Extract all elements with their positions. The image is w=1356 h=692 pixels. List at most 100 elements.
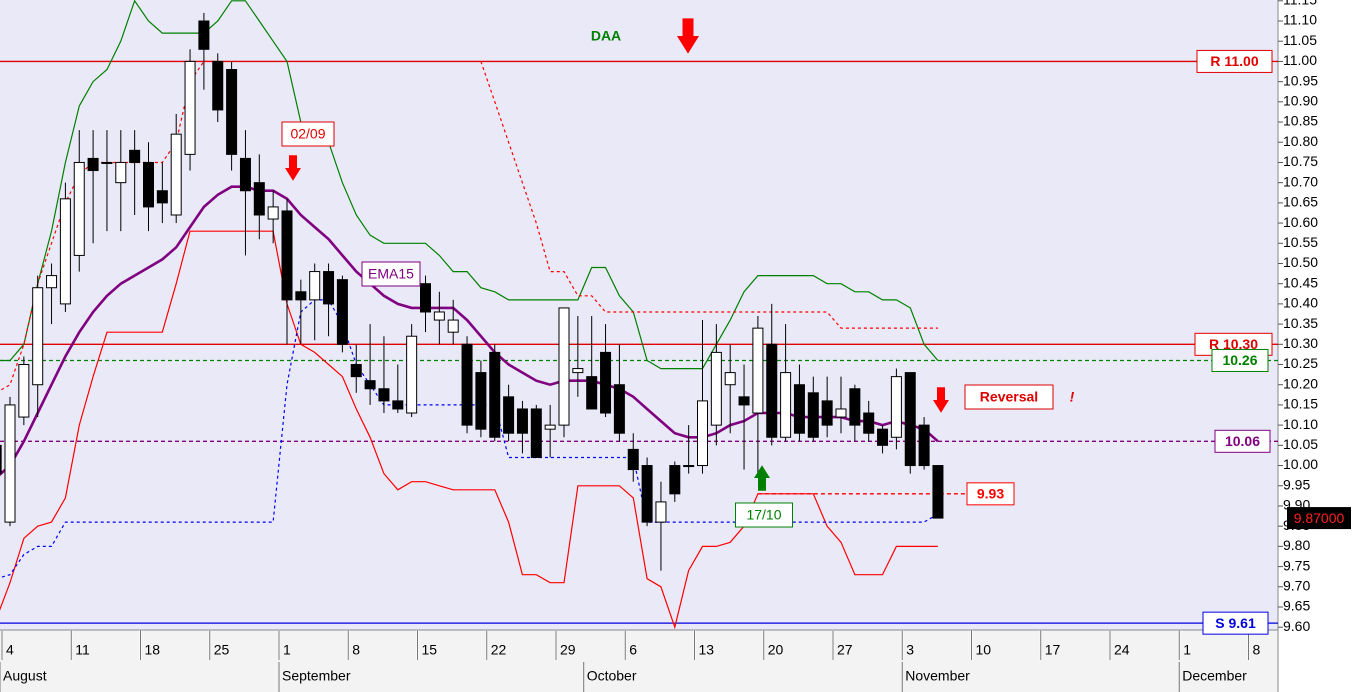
y-tick-label: 9.70: [1283, 577, 1310, 593]
x-tick-label: 27: [837, 642, 853, 658]
level-box: [1202, 611, 1269, 635]
candle-body: [46, 275, 58, 289]
y-tick-label: 11.15: [1283, 0, 1317, 8]
y-tick-label: 9.80: [1283, 537, 1310, 553]
candle-body: [655, 501, 667, 523]
y-tick-label: 11.00: [1283, 52, 1317, 68]
level-box: [1196, 49, 1273, 73]
x-tick-label: 8: [1253, 642, 1261, 658]
y-tick-label: 9.60: [1283, 618, 1310, 634]
candle-body: [73, 161, 85, 256]
y-tick-label: 10.40: [1283, 295, 1318, 311]
y-tick-label: 9.95: [1283, 476, 1310, 492]
y-tick-label: 10.45: [1283, 274, 1318, 290]
candle-body: [281, 210, 293, 301]
arrow: [754, 465, 770, 491]
y-tick-label: 10.00: [1283, 456, 1318, 472]
annotation-box: [964, 384, 1054, 410]
y-tick-label: 10.85: [1283, 113, 1318, 129]
candle-body: [32, 287, 44, 386]
candle-body: [475, 372, 487, 430]
month-label: August: [3, 668, 47, 684]
candle-body: [461, 343, 473, 426]
x-tick-label: 18: [145, 642, 161, 658]
candle-body: [877, 428, 889, 446]
candle-body: [59, 198, 71, 305]
month-label: October: [587, 668, 637, 684]
candle-body: [613, 384, 625, 434]
candle-body: [835, 408, 847, 418]
month-label: September: [282, 668, 351, 684]
arrow: [677, 18, 699, 54]
x-axis-area: [0, 630, 1278, 692]
x-tick-label: 10: [976, 642, 992, 658]
y-tick-label: 10.25: [1283, 355, 1318, 371]
level-label: 10.06: [1225, 433, 1260, 449]
candle-body: [627, 448, 639, 471]
candle-body: [198, 20, 210, 50]
candle-body: [170, 133, 182, 216]
annotation: DAA: [591, 28, 621, 44]
candle-body: [115, 161, 127, 184]
x-tick-label: 29: [560, 642, 576, 658]
y-tick-label: 10.75: [1283, 153, 1318, 169]
candle-body: [212, 60, 224, 111]
y-tick-label: 10.35: [1283, 315, 1318, 331]
candle-body: [586, 376, 598, 410]
y-tick-label: 10.65: [1283, 194, 1318, 210]
candle-body: [184, 60, 196, 155]
level-label: S 9.61: [1215, 615, 1256, 631]
y-tick-label: 10.20: [1283, 375, 1318, 391]
level-label: 9.93: [977, 486, 1004, 502]
candle-body: [807, 392, 819, 438]
x-tick-label: 6: [629, 642, 637, 658]
candle-body: [392, 400, 404, 410]
candle-body: [558, 307, 570, 426]
candle-body: [697, 400, 708, 467]
x-tick-label: 1: [283, 642, 291, 658]
x-tick-label: 17: [1045, 642, 1061, 658]
candle-body: [18, 364, 30, 418]
x-tick-label: 24: [1114, 642, 1130, 658]
x-tick-label: 4: [6, 642, 14, 658]
x-tick-label: 20: [768, 642, 784, 658]
candle-body: [433, 311, 445, 321]
y-tick-label: 10.60: [1283, 214, 1318, 230]
y-tick-label: 10.70: [1283, 173, 1318, 189]
x-tick-label: 25: [214, 642, 230, 658]
indicator-line: [0, 0, 939, 370]
annotation: EMA15: [368, 266, 414, 282]
candle-body: [710, 351, 722, 426]
candle-body: [669, 465, 681, 495]
candle-body: [226, 69, 238, 155]
candle-body: [323, 271, 335, 305]
candle-body: [447, 319, 459, 333]
candle-body: [849, 388, 861, 426]
x-tick-label: 3: [906, 642, 914, 658]
candle-body: [336, 279, 348, 345]
arrow: [285, 155, 301, 181]
y-tick-label: 9.75: [1283, 557, 1310, 573]
y-tick-label: 11.05: [1283, 32, 1317, 48]
candle-body: [766, 343, 778, 438]
candle-body: [295, 291, 307, 301]
annotation: 02/09: [290, 126, 325, 142]
last-price-box: [1287, 507, 1351, 530]
candle-body: [0, 444, 2, 475]
candle-body: [489, 351, 501, 438]
candle-body: [129, 149, 141, 163]
indicator-line: [0, 230, 938, 630]
month-label: December: [1182, 668, 1247, 684]
candle-body: [350, 364, 362, 378]
candle-body: [420, 283, 431, 313]
candle-body: [516, 408, 528, 434]
y-tick-label: 10.90: [1283, 93, 1318, 109]
candle-body: [253, 182, 265, 216]
candle-body: [544, 424, 556, 430]
annotation-box: [361, 261, 421, 287]
annotation: Reversal: [980, 389, 1038, 405]
candle-body: [572, 368, 584, 374]
candle-body: [156, 190, 168, 204]
y-tick-label: 10.80: [1283, 133, 1318, 149]
y-tick-label: 11.10: [1283, 12, 1317, 28]
